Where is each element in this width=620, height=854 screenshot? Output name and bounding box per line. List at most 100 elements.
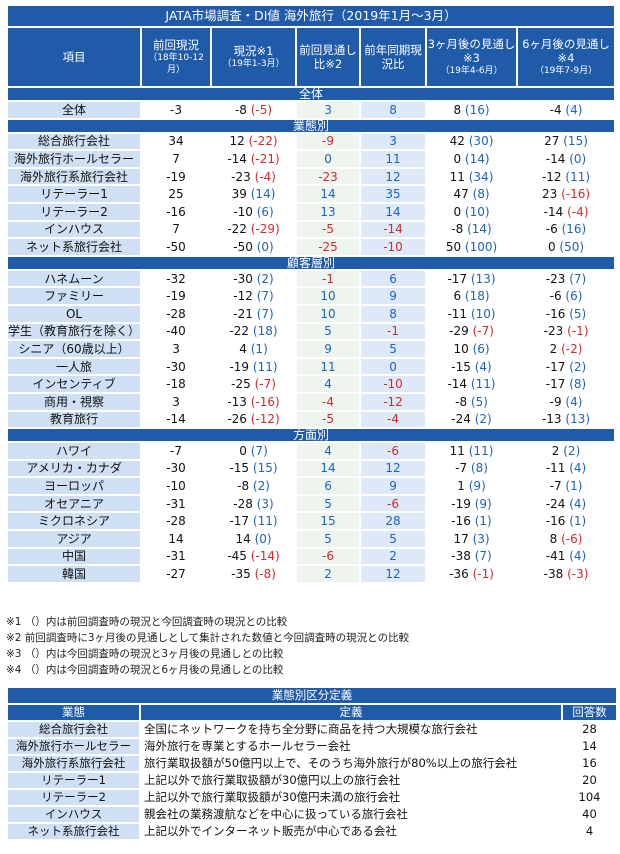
prev-value: -28	[166, 306, 186, 321]
forecast-6m-diff: (6)	[565, 289, 583, 304]
vs-forecast-value: 14	[320, 187, 336, 202]
current-diff: (18)	[252, 324, 278, 339]
prev-value: 14	[168, 531, 184, 546]
row-label: 韓国	[8, 566, 141, 582]
current-cell: -17 (11)	[212, 513, 295, 529]
prev-value: -40	[166, 324, 186, 339]
forecast-6m-value: 0	[547, 239, 556, 254]
forecast-3m-value: 17	[453, 531, 469, 546]
vs-forecast-value: 14	[320, 461, 336, 476]
forecast-3m-value: -8	[451, 222, 464, 237]
table-row: 教育旅行 -14 -26 (-12) -5 -4 -24 (2) -13 (13)	[8, 411, 614, 428]
current-diff: (11)	[252, 359, 278, 374]
forecast-6m-cell: -6 (16)	[518, 222, 614, 238]
yoy-cell: 0	[361, 358, 426, 375]
prev-value: -7	[170, 443, 182, 458]
vs-forecast-value: -1	[322, 271, 334, 286]
prev-cell: -28	[142, 306, 210, 322]
row-label: 一人旅	[8, 358, 141, 375]
row-label: ネット系旅行会社	[8, 239, 141, 255]
table-row: ネット系旅行会社 -50 -50 (0) -25 -10 50 (100) 0 (50)	[8, 239, 614, 255]
yoy-cell: -6	[361, 495, 426, 512]
forecast-6m-cell: -17 (8)	[518, 376, 614, 392]
vs-forecast-cell: -23	[297, 168, 360, 185]
forecast-3m-diff: (8)	[472, 187, 490, 202]
row-label: 海外旅行系旅行会社	[8, 168, 141, 185]
prev-cell: -18	[142, 376, 210, 392]
row-label: 中国	[8, 548, 141, 565]
prev-cell: -30	[142, 359, 210, 375]
forecast-3m-value: -16	[451, 514, 471, 529]
current-cell: 12 (-22)	[212, 134, 295, 150]
table-row: 商用・視察 3 -13 (-16) -4 -12 -8 (5) -9 (4)	[8, 393, 614, 410]
current-diff: (-29)	[250, 222, 280, 237]
forecast-6m-cell: -6 (6)	[518, 288, 614, 304]
prev-value: 25	[168, 187, 184, 202]
forecast-6m-cell: -4 (4)	[518, 102, 614, 118]
vs-forecast-cell: 5	[297, 323, 360, 340]
row-label: ファミリー	[8, 288, 141, 304]
forecast-3m-cell: -16 (1)	[427, 513, 516, 529]
column-header-period: （18年10-12月）	[148, 53, 204, 75]
forecast-3m-diff: (18)	[464, 289, 490, 304]
current-diff: (2)	[252, 479, 270, 494]
prev-value: 7	[172, 222, 180, 237]
forecast-3m-cell: 11 (34)	[427, 169, 516, 185]
vs-forecast-value: 13	[320, 204, 336, 219]
row-label: リテーラー1	[8, 186, 141, 202]
yoy-value: 5	[389, 531, 397, 546]
forecast-6m-value: -41	[545, 549, 566, 564]
table-row: 学生（教育旅行を除く） -40 -22 (18) 5 -1 -29 (-7) -23 (-1…	[8, 323, 614, 340]
column-header: 前回現況 （18年10-12月）	[142, 28, 211, 86]
forecast-3m-diff: (13)	[470, 271, 496, 286]
row-label: インハウス	[8, 221, 141, 238]
prev-value: -28	[166, 514, 186, 529]
current-diff: (-12)	[250, 412, 280, 427]
forecast-6m-diff: (-16)	[561, 187, 591, 202]
current-cell: 0 (7)	[212, 443, 295, 459]
current-cell: 4 (1)	[212, 341, 295, 357]
prev-value: 34	[168, 134, 184, 149]
prev-value: -50	[166, 239, 186, 254]
vs-forecast-value: 15	[320, 514, 336, 529]
forecast-3m-value: -17	[447, 271, 468, 286]
forecast-6m-cell: 8 (-6)	[518, 531, 614, 547]
vs-forecast-value: 4	[324, 443, 332, 458]
forecast-3m-diff: (30)	[468, 134, 494, 149]
forecast-3m-diff: (11)	[470, 377, 496, 392]
forecast-3m-value: -29	[449, 324, 469, 339]
yoy-cell: 12	[361, 566, 426, 582]
prev-value: -30	[166, 359, 186, 374]
vs-forecast-cell: 3	[297, 102, 360, 118]
forecast-3m-cell: -38 (7)	[427, 549, 516, 565]
forecast-3m-diff: (-1)	[472, 567, 494, 582]
current-cell: -22 (-29)	[212, 222, 295, 238]
forecast-6m-cell: -12 (11)	[518, 169, 614, 185]
section-header: 方面別	[8, 429, 615, 442]
forecast-3m-diff: (2)	[474, 412, 492, 427]
prev-cell: -31	[142, 549, 210, 565]
definition-count: 40	[582, 807, 597, 821]
forecast-6m-value: -23	[543, 324, 564, 339]
yoy-cell: 5	[361, 341, 426, 357]
column-header-label: 前年同期現況比	[364, 43, 422, 71]
prev-value: -27	[166, 567, 186, 582]
prev-value: -3	[170, 102, 182, 117]
yoy-cell: 12	[361, 168, 426, 185]
forecast-3m-cell: -17 (13)	[427, 271, 516, 287]
di-table: JATA市場調査・DI値 海外旅行（2019年1月～3月） 項目 前回現況 （18年…	[6, 4, 616, 584]
row-label: ヨーロッパ	[8, 478, 141, 494]
yoy-cell: 9	[361, 478, 426, 494]
vs-forecast-cell: 4	[297, 443, 360, 459]
forecast-3m-cell: 47 (8)	[427, 186, 516, 202]
current-cell: -45 (-14)	[212, 549, 295, 565]
yoy-cell: 2	[361, 548, 426, 565]
table-row: 中国 -31 -45 (-14) -6 2 -38 (7) -41 (4)	[8, 548, 614, 565]
current-value: -22	[227, 222, 247, 237]
row-label: 教育旅行	[8, 411, 141, 428]
yoy-cell: 3	[361, 133, 426, 150]
yoy-value: 8	[389, 306, 397, 321]
yoy-cell: 5	[361, 531, 426, 547]
forecast-3m-value: -38	[451, 549, 471, 564]
